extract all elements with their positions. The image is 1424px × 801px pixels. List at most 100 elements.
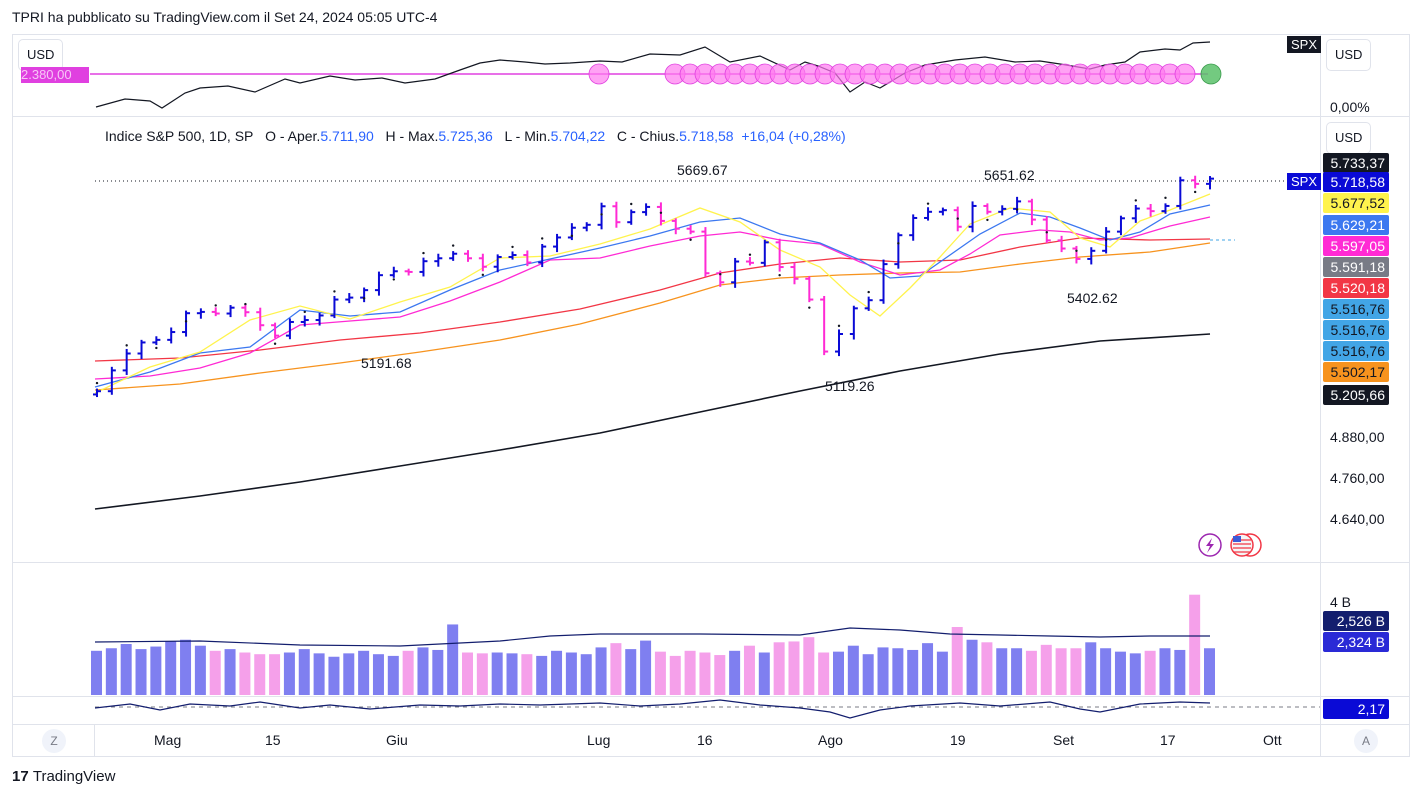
- sar-dot: [808, 306, 811, 309]
- volume-bar: [1129, 653, 1141, 695]
- main-symbol-badge: SPX: [1287, 173, 1322, 190]
- volume-bar: [328, 656, 340, 695]
- volume-bar: [788, 641, 800, 695]
- volume-bar: [1011, 648, 1023, 695]
- volume-bar: [877, 647, 889, 695]
- price-label-max: 5.733,37: [1323, 153, 1389, 173]
- legend-close-label: C - Chius.: [616, 128, 680, 144]
- price-label-ref-2: 5.516,76: [1323, 320, 1389, 340]
- price-label-ma200: 5.205,66: [1323, 385, 1389, 405]
- volume-bar: [1159, 648, 1171, 695]
- volume-bar: [209, 650, 221, 695]
- sar-dot: [244, 302, 247, 306]
- x-label-17: 17: [1160, 732, 1176, 748]
- legend-open-label: O - Aper.: [265, 128, 321, 144]
- volume-bar: [743, 645, 755, 695]
- ma-10-line: [94, 204, 1211, 388]
- ma-200-line: [94, 333, 1211, 510]
- tv-brand-text: TradingView: [32, 768, 116, 785]
- volume-bar: [521, 654, 533, 695]
- sar-dot: [1164, 196, 1167, 200]
- annotation-high-aug: 5651.62: [984, 167, 1035, 183]
- publish-header: TPRI ha pubblicato su TradingView.com il…: [12, 9, 438, 25]
- volume-bar: [610, 643, 622, 695]
- sar-dot: [837, 324, 841, 328]
- legend-high-label: H - Max.: [385, 128, 439, 144]
- currency-button-main[interactable]: USD: [1326, 122, 1372, 154]
- sar-dot: [778, 273, 781, 277]
- flash-icon-bolt: [1206, 538, 1214, 553]
- price-label-ma50: 5.520,18: [1323, 278, 1389, 298]
- volume-bar: [1189, 594, 1201, 695]
- zoom-button-left[interactable]: Z: [42, 729, 66, 753]
- volume-bar: [491, 652, 503, 695]
- panel-divider-xaxis: [13, 724, 1409, 725]
- sar-dot: [719, 273, 722, 276]
- tradingview-logo[interactable]: 17 TradingView: [12, 768, 115, 785]
- sar-dot: [986, 218, 989, 222]
- volume-bar: [669, 655, 681, 695]
- sar-dot: [748, 253, 752, 256]
- ma-5-line: [94, 193, 1211, 394]
- volume-bar: [432, 649, 444, 695]
- volume-bar: [180, 639, 192, 695]
- volume-bar: [239, 652, 251, 695]
- volume-bar: [283, 652, 295, 695]
- auto-scale-button[interactable]: A: [1354, 729, 1378, 753]
- volume-bar: [105, 648, 117, 695]
- sar-dot: [481, 273, 485, 277]
- sar-dot-group: [95, 190, 1197, 385]
- legend-close-value: 5.718,58: [679, 128, 734, 144]
- volume-bar: [313, 653, 325, 695]
- currency-button-top[interactable]: USD: [18, 39, 64, 71]
- price-label-ma5: 5.677,52: [1323, 193, 1389, 213]
- sar-dot: [362, 297, 366, 300]
- volume-bar: [536, 655, 548, 695]
- volume-bar: [343, 653, 355, 695]
- volume-bar: [922, 643, 934, 695]
- sar-dot: [422, 251, 425, 255]
- price-label-ref-1: 5.516,76: [1323, 299, 1389, 319]
- volume-bar: [91, 650, 102, 695]
- volume-bar: [150, 646, 162, 695]
- price-label-last: 5.718,58: [1323, 172, 1389, 192]
- volume-bar: [773, 642, 785, 695]
- volume-bar: [981, 642, 993, 695]
- annotation-low-may: 5191.68: [361, 355, 412, 371]
- top-signal-dot-last: [1200, 63, 1222, 85]
- volume-bar: [551, 650, 563, 695]
- volume-bar: [298, 649, 310, 695]
- legend-low-label: L - Min.: [504, 128, 551, 144]
- x-label-lug: Lug: [587, 732, 611, 748]
- legend-name: Indice S&P 500, 1D, SP: [105, 128, 254, 144]
- annotation-low-aug: 5119.26: [825, 378, 875, 394]
- sar-dot: [600, 213, 603, 216]
- volume-bar: [1114, 651, 1126, 695]
- volume-bar: [833, 651, 844, 695]
- panel-divider-volume: [13, 562, 1409, 563]
- sar-dot: [570, 234, 574, 238]
- osc-line: [94, 699, 1211, 719]
- volume-bar: [1025, 650, 1037, 695]
- x-label-ott: Ott: [1263, 732, 1282, 748]
- volume-bar-group: [91, 594, 1215, 695]
- volume-bar: [194, 645, 206, 695]
- sar-dot: [273, 342, 277, 345]
- volume-bar: [1174, 649, 1186, 695]
- sar-dot: [1193, 190, 1197, 194]
- sar-dot: [659, 211, 663, 214]
- annotation-low-sep: 5402.62: [1067, 290, 1118, 306]
- y-tick-4760: 4.760,00: [1330, 470, 1385, 486]
- us-flag-stripes: [1233, 539, 1251, 553]
- volume-bar: [996, 648, 1008, 695]
- volume-bar: [165, 641, 177, 695]
- currency-button-top-right[interactable]: USD: [1326, 39, 1372, 71]
- volume-bar: [966, 639, 978, 695]
- volume-bar: [714, 655, 726, 695]
- volume-bar: [803, 637, 815, 695]
- sar-dot: [1134, 199, 1138, 202]
- price-label-ma20: 5.597,05: [1323, 236, 1389, 256]
- volume-bar: [1204, 648, 1215, 695]
- y-tick-4640: 4.640,00: [1330, 511, 1385, 527]
- volume-bar: [269, 654, 281, 695]
